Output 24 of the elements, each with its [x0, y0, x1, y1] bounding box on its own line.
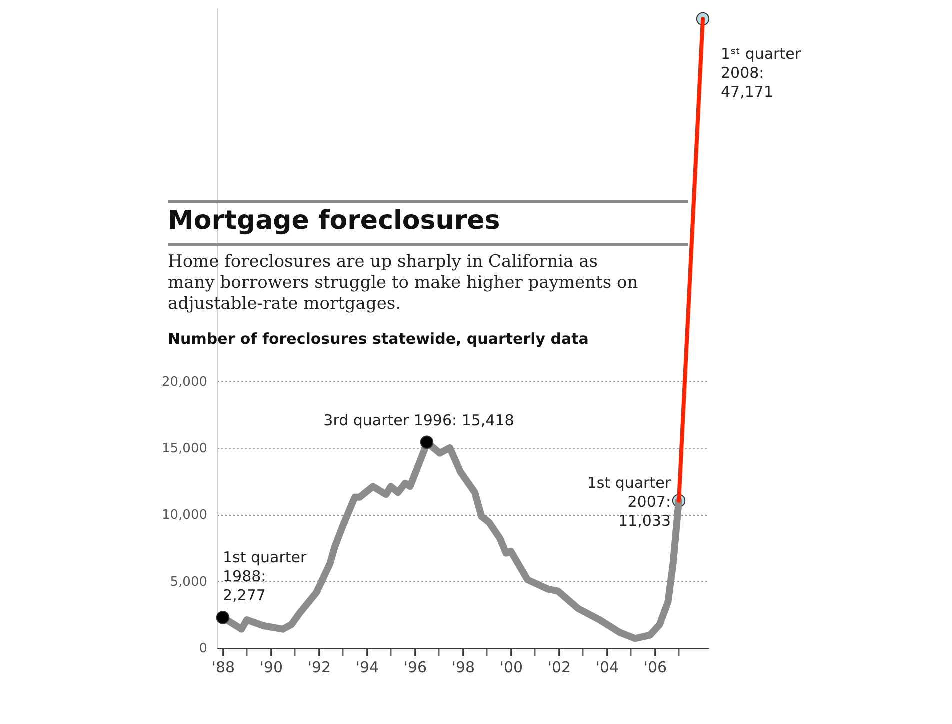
x-tick-label: '88	[212, 658, 236, 676]
y-axis-title: Number of foreclosures statewide, quarterly data	[168, 330, 589, 348]
annotation: 1ˢᵗ quarter 2008: 47,171	[721, 45, 802, 102]
y-tick-label: 0	[199, 642, 208, 656]
y-tick-label: 10,000	[162, 508, 208, 524]
y-tick-label: 15,000	[162, 442, 208, 456]
text: Home foreclosures are up sharply in California as many borrowers struggle to make higher payments on adjustable-rate mortgages.	[168, 252, 640, 315]
annotation: 1st quarter 2007: 11,033	[587, 474, 672, 530]
x-tick-label: '02	[548, 658, 572, 676]
text: Mortgage foreclosures	[168, 206, 500, 236]
x-tick-label: '06	[644, 658, 668, 676]
y-tick-label: 20,000	[162, 374, 208, 390]
point	[420, 436, 434, 450]
x-tick-label: '00	[500, 658, 524, 676]
x-tick-label: '96	[404, 658, 428, 676]
y-tick-label: 5,000	[170, 574, 208, 590]
x-tick-label: '90	[260, 658, 284, 676]
x-tick-label: '04	[596, 658, 620, 676]
x-tick-label: '98	[452, 658, 476, 676]
point	[216, 611, 230, 624]
annotation: 3rd quarter 1996: 15,418	[324, 411, 514, 430]
x-tick-label: '92	[308, 658, 332, 676]
annotation: 1st quarter 1988: 2,277	[223, 548, 308, 605]
x-tick-label: '94	[356, 658, 380, 676]
